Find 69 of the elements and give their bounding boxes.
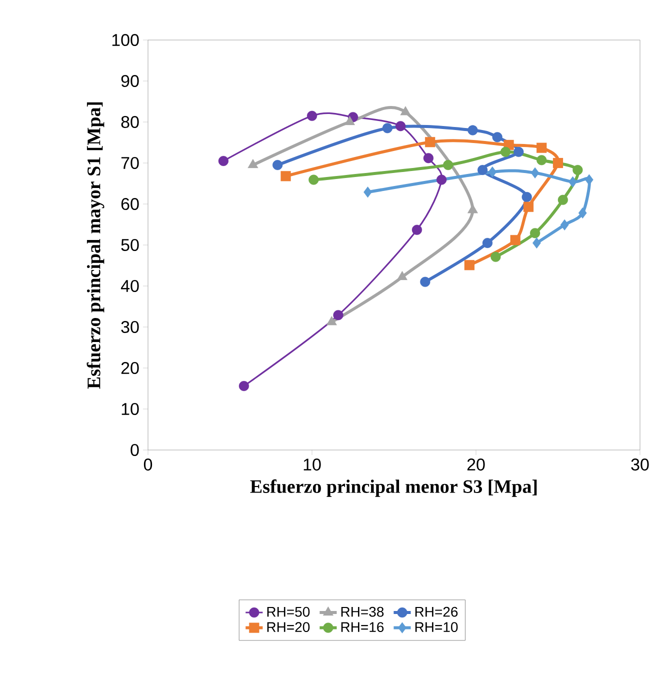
- legend-label: RH=26: [415, 606, 458, 617]
- x-tick-label: 20: [467, 458, 485, 471]
- point: [464, 260, 474, 270]
- y-tick-label: 40: [120, 280, 139, 292]
- x-tick-label: 30: [631, 458, 649, 471]
- point: [218, 156, 228, 166]
- x-tick-label: 10: [304, 458, 321, 471]
- point: [532, 237, 541, 249]
- y-axis-title: Esfuerzo principal mayor S1 [Mpa]: [86, 102, 104, 389]
- point: [344, 116, 355, 126]
- point: [412, 224, 422, 235]
- legend-label: RH=10: [415, 622, 458, 632]
- point: [425, 137, 436, 148]
- point: [248, 158, 258, 168]
- point: [280, 171, 291, 182]
- point: [572, 164, 583, 176]
- point: [578, 207, 587, 219]
- point: [382, 123, 392, 134]
- y-tick-label: 20: [121, 362, 139, 374]
- point: [584, 174, 594, 186]
- point: [552, 158, 564, 168]
- point: [514, 146, 524, 157]
- point: [492, 132, 502, 142]
- y-tick-label: 70: [121, 156, 139, 170]
- legend-label: RH=16: [341, 622, 384, 632]
- point: [400, 106, 411, 116]
- point: [272, 160, 283, 170]
- point: [423, 153, 434, 164]
- y-tick-label: 90: [121, 74, 139, 88]
- point: [510, 235, 520, 246]
- legend-label: RH=20: [267, 622, 310, 632]
- point: [443, 160, 454, 170]
- point: [308, 174, 319, 185]
- legend-label: RH=38: [341, 606, 384, 617]
- point: [568, 176, 577, 188]
- point: [420, 276, 430, 287]
- point: [522, 192, 532, 202]
- point: [490, 252, 501, 262]
- point: [477, 164, 488, 176]
- y-tick-label: 50: [121, 238, 139, 252]
- y-tick-label: 0: [130, 444, 139, 456]
- point: [436, 174, 447, 185]
- y-tick-label: 10: [122, 402, 139, 416]
- point: [326, 316, 337, 326]
- point: [560, 219, 569, 230]
- legend-label: RH=50: [267, 606, 310, 617]
- y-tick-label: 60: [121, 198, 139, 210]
- point: [333, 310, 344, 320]
- point: [467, 204, 478, 214]
- point: [238, 380, 249, 392]
- point: [468, 125, 478, 136]
- point: [488, 166, 497, 178]
- y-tick-label: 30: [121, 320, 139, 334]
- point: [523, 202, 534, 212]
- point: [396, 270, 408, 280]
- point: [558, 194, 568, 205]
- point: [395, 121, 406, 132]
- x-axis-title: Esfuerzo principal menor S3 [Mpa]: [250, 479, 537, 497]
- point: [364, 186, 372, 198]
- point: [306, 110, 318, 121]
- point: [500, 146, 511, 157]
- point: [530, 167, 540, 178]
- point: [536, 155, 547, 166]
- point: [530, 228, 540, 238]
- point: [536, 142, 547, 153]
- y-tick-label: 100: [112, 34, 139, 46]
- y-tick-label: 80: [121, 116, 139, 128]
- x-tick-label: 0: [144, 458, 152, 471]
- point: [482, 238, 493, 248]
